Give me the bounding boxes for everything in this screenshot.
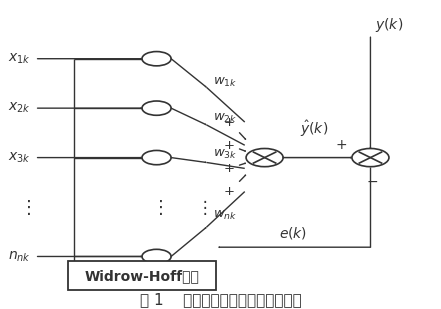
Text: $\hat{y}(k)$: $\hat{y}(k)$ bbox=[300, 119, 328, 139]
Text: $\vdots$: $\vdots$ bbox=[196, 197, 207, 217]
Text: $y(k)$: $y(k)$ bbox=[375, 16, 403, 34]
Text: +: + bbox=[224, 116, 235, 129]
Text: +: + bbox=[224, 185, 235, 198]
Text: +: + bbox=[336, 138, 348, 152]
Text: +: + bbox=[224, 139, 235, 152]
Text: $x_{3k}$: $x_{3k}$ bbox=[8, 150, 31, 165]
Text: $x_{1k}$: $x_{1k}$ bbox=[8, 52, 31, 66]
Text: $n_{nk}$: $n_{nk}$ bbox=[8, 249, 31, 264]
Text: Widrow-Hoff规则: Widrow-Hoff规则 bbox=[85, 269, 200, 283]
Text: $\vdots$: $\vdots$ bbox=[151, 197, 162, 217]
Text: $w_{3k}$: $w_{3k}$ bbox=[213, 148, 237, 161]
Text: $w_{2k}$: $w_{2k}$ bbox=[213, 112, 237, 125]
FancyBboxPatch shape bbox=[68, 261, 216, 290]
Text: +: + bbox=[224, 162, 235, 175]
Text: $\vdots$: $\vdots$ bbox=[19, 197, 31, 217]
Text: $e(k)$: $e(k)$ bbox=[279, 225, 307, 241]
Text: −: − bbox=[367, 174, 378, 188]
Text: 图 1    自适应线性神经网络结构原理: 图 1 自适应线性神经网络结构原理 bbox=[140, 292, 301, 307]
Text: $x_{2k}$: $x_{2k}$ bbox=[8, 101, 31, 115]
Text: $w_{nk}$: $w_{nk}$ bbox=[213, 210, 237, 222]
Text: $w_{1k}$: $w_{1k}$ bbox=[213, 76, 237, 89]
